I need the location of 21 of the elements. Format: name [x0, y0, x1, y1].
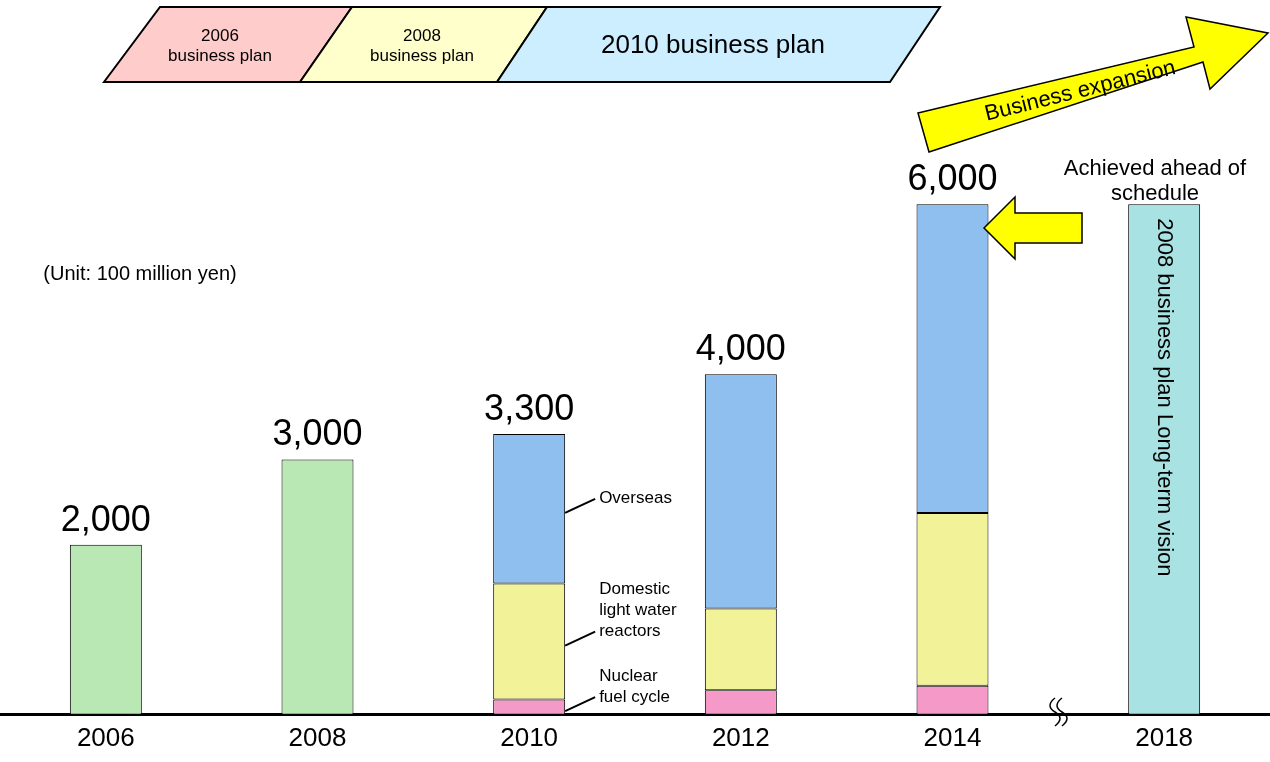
series-label: Overseas: [599, 488, 672, 508]
annotation: 2,000: [60, 497, 151, 539]
text: 2010 business plan: [600, 29, 826, 60]
text: Nuclear fuel cycle: [599, 665, 671, 706]
x-tick-label: 2008: [288, 721, 347, 752]
text: Business expansion: [982, 54, 1178, 126]
x-tick-label: 2010: [500, 721, 559, 752]
x-tick-label: 2012: [711, 721, 770, 752]
annotation: 3,300: [484, 386, 575, 428]
annotation: 4,000: [695, 327, 786, 369]
series-label: Domestic light water reactors: [599, 579, 677, 641]
annotation: 6,000: [907, 157, 998, 199]
series-label: 2008 business plan Long-term vision: [1153, 218, 1179, 577]
annotation: 3,000: [272, 412, 363, 454]
annotation: Achieved ahead of schedule: [1063, 154, 1247, 206]
x-tick-label: 2006: [76, 721, 135, 752]
text: 2006 business plan: [168, 26, 272, 66]
x-tick-label: 2018: [1135, 721, 1194, 752]
annotation: (Unit: 100 million yen): [43, 261, 237, 285]
text: 2008 business plan: [370, 26, 474, 66]
x-tick-label: 2014: [923, 721, 982, 752]
